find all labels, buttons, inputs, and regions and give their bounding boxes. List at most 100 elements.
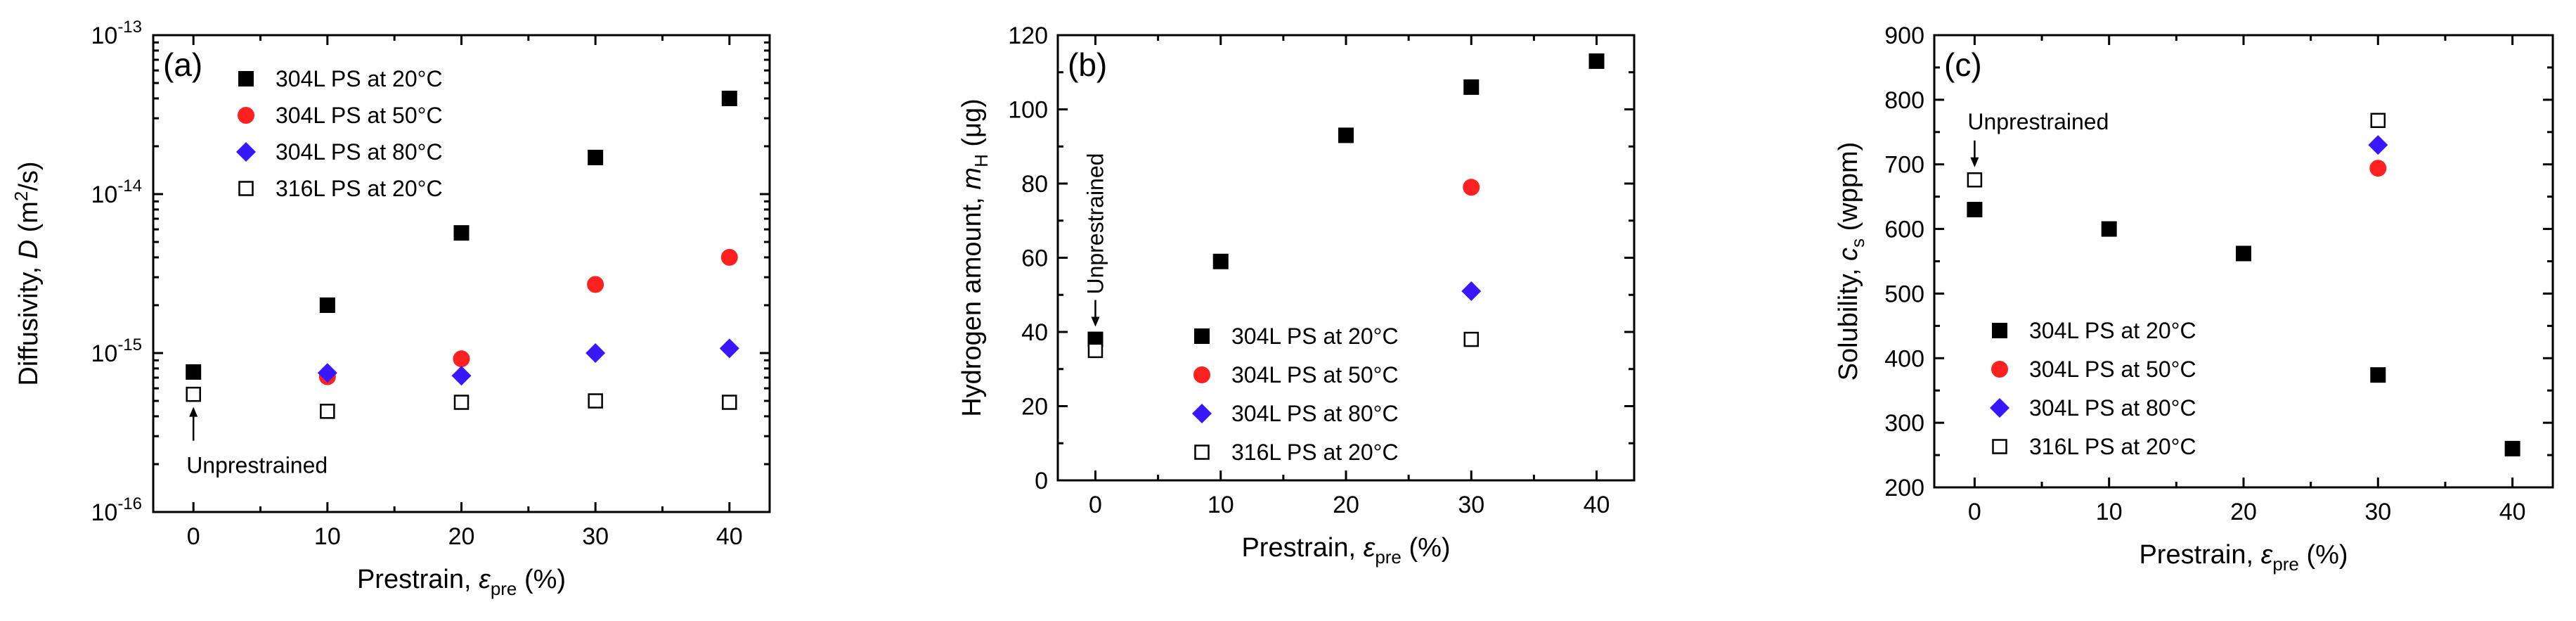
data-point (1967, 172, 1983, 188)
panel-label: (b) (1068, 46, 1107, 83)
x-tick-label: 30 (1458, 492, 1484, 518)
legend-label: 304L PS at 50°C (276, 103, 443, 128)
legend: 304L PS at 20°C 304L PS at 50°C 304L PS at… (236, 66, 443, 201)
series-304l-ps-at-50-c (2369, 160, 2387, 177)
x-tick-label: 20 (1333, 492, 1359, 518)
legend-marker (238, 71, 254, 87)
y-tick-label: 100 (1008, 97, 1048, 124)
series-304l-ps-at-80-c (2368, 135, 2388, 155)
data-point (720, 248, 738, 266)
panel-label: (c) (1944, 46, 1982, 83)
x-axis-title: Prestrain, εpre (%) (357, 565, 566, 599)
data-point (2504, 440, 2520, 456)
data-point (1087, 342, 1103, 359)
data-point (453, 350, 470, 368)
y-tick-label: 40 (1021, 319, 1048, 346)
legend-marker (1194, 328, 1210, 344)
legend-marker (236, 142, 256, 162)
y-tick-label: 60 (1021, 245, 1048, 272)
data-point (1338, 127, 1354, 143)
x-axis-title: Prestrain, εpre (%) (2139, 540, 2348, 575)
x-tick-label: 0 (1089, 492, 1102, 518)
series-304l-ps-at-50-c (318, 248, 738, 385)
legend-label: 304L PS at 80°C (276, 139, 443, 165)
y-tick-label: 10-16 (91, 494, 142, 526)
series-316l-ps-at-20-c (1087, 331, 1480, 359)
data-point (2101, 221, 2117, 237)
annotation-text: Unprestrained (1082, 153, 1108, 295)
legend-label: 316L PS at 20°C (1231, 440, 1399, 465)
series-304l-ps-at-80-c (317, 338, 739, 386)
x-tick-label: 10 (314, 523, 341, 550)
series-304l-ps-at-50-c (1463, 179, 1480, 196)
legend-marker (1991, 361, 2008, 378)
legend-marker (1992, 323, 2007, 338)
y-tick-label: 120 (1008, 23, 1048, 49)
y-axis-title: Diffusivity, D (m2/s) (11, 161, 44, 385)
data-point (588, 393, 603, 409)
data-point (587, 276, 604, 293)
data-point (1212, 253, 1229, 269)
y-axis-title: Solubility, cs (wppm) (1834, 142, 1868, 381)
y-tick-label: 300 (1884, 410, 1924, 437)
x-tick-label: 0 (1968, 499, 1981, 525)
x-tick-label: 30 (2364, 499, 2391, 525)
data-point (319, 297, 335, 313)
panel-label: (a) (163, 46, 202, 83)
x-tick-label: 40 (1584, 492, 1610, 518)
data-point (1463, 179, 1480, 196)
annotation-unprestrained: Unprestrained (1082, 153, 1108, 327)
y-tick-label: 10-14 (91, 177, 142, 208)
legend-label: 316L PS at 20°C (2029, 434, 2196, 459)
y-tick-label: 80 (1021, 171, 1048, 198)
data-point (2236, 245, 2251, 262)
data-point (2368, 135, 2388, 155)
legend-marker (238, 107, 254, 124)
x-tick-label: 40 (2499, 499, 2526, 525)
series-316l-ps-at-20-c (186, 386, 737, 419)
y-tick-label: 200 (1884, 475, 1924, 501)
annotation-unprestrained: Unprestrained (1967, 109, 2109, 167)
plot-frame (152, 34, 771, 513)
data-point (2370, 367, 2386, 383)
y-tick-label: 10-13 (91, 18, 142, 49)
panel-b: 0 10 20 30 40 0 20 40 60 80 100 120 Prestrain, εpre … (957, 23, 1636, 568)
data-point (2369, 160, 2387, 177)
annotation-text: Unprestrained (1967, 109, 2109, 134)
plot-frame (1933, 34, 2554, 489)
y-axis-title: Hydrogen amount, mH (μg) (957, 98, 992, 417)
annotation-arrowhead (1091, 316, 1100, 327)
panel-a: 0 10 20 30 40 10-16 10-15 10-14 10-13 Prestrain, … (11, 18, 771, 599)
data-point (186, 364, 202, 380)
legend-marker (238, 181, 254, 196)
data-point (721, 90, 737, 106)
y-tick-label: 700 (1884, 152, 1924, 179)
legend-label: 304L PS at 20°C (276, 66, 443, 91)
series-304l-ps-at-20-c (1087, 53, 1605, 347)
y-tick-label: 0 (1035, 468, 1048, 494)
data-point (2370, 113, 2386, 129)
legend-label: 304L PS at 50°C (2029, 357, 2196, 382)
series-316l-ps-at-20-c (1967, 113, 2386, 188)
data-point (1967, 202, 1983, 218)
series-304l-ps-at-20-c (186, 90, 737, 380)
legend-marker (1194, 444, 1210, 460)
legend-label: 304L PS at 50°C (1231, 362, 1399, 388)
y-tick-label: 400 (1884, 345, 1924, 372)
y-tick-label: 900 (1884, 23, 1924, 49)
legend-label: 304L PS at 80°C (1231, 401, 1399, 426)
x-tick-label: 10 (1208, 492, 1234, 518)
data-point (1463, 79, 1480, 95)
y-tick-label: 10-15 (91, 335, 142, 367)
x-tick-label: 40 (716, 523, 743, 550)
legend-label: 304L PS at 20°C (1231, 324, 1399, 349)
y-tick-label: 20 (1021, 394, 1048, 421)
series-304l-ps-at-20-c (1967, 202, 2520, 456)
legend-marker (1193, 366, 1210, 383)
data-point (451, 366, 472, 386)
data-point (588, 149, 604, 165)
annotation-unprestrained: Unprestrained (186, 406, 328, 478)
legend-marker (1992, 439, 2007, 454)
x-axis-title: Prestrain, εpre (%) (1241, 533, 1450, 568)
data-point (453, 395, 470, 410)
